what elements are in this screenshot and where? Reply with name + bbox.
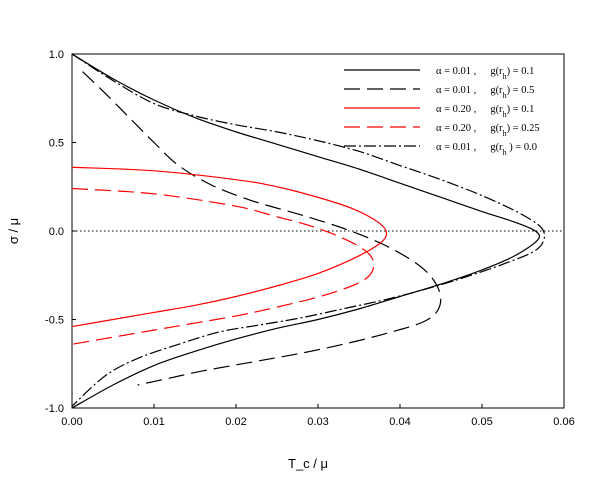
legend-label-part: g(r <box>490 142 503 153</box>
legend-label-part: h <box>503 72 507 81</box>
legend-label-part: α = 0.01 , <box>436 66 476 77</box>
y-tick-label: 0.5 <box>49 138 64 150</box>
legend-label-2: α = 0.01 , g(rh) = 0.5 <box>436 85 534 100</box>
legend-label-part: ) = 0.0 <box>507 142 537 153</box>
legend-label-part: h <box>503 129 507 138</box>
legend-label-3: α = 0.20 , g(rh) = 0.1 <box>436 104 534 119</box>
x-tick-label: 0.02 <box>225 416 246 428</box>
legend-label-part: h <box>503 91 507 100</box>
legend-label-part: α = 0.01 , <box>436 85 476 96</box>
y-tick-label: 1.0 <box>49 49 64 61</box>
legend-label-part: h <box>503 110 507 119</box>
x-tick-label: 0.04 <box>389 416 410 428</box>
legend-label-5: α = 0.01 , g(rh ) = 0.0 <box>436 142 537 157</box>
legend-label-part: g(r <box>490 66 503 77</box>
legend-label-part: ) = 0.25 <box>507 123 540 134</box>
legend-label-part: α = 0.20 , <box>436 123 476 134</box>
legend-label-part: g(r <box>490 123 503 134</box>
x-tick-label: 0.00 <box>61 416 82 428</box>
x-tick-label: 0.06 <box>553 416 574 428</box>
legend-label-part: ) = 0.5 <box>507 85 535 96</box>
series-line-3 <box>71 166 388 328</box>
series-line-2 <box>82 71 442 386</box>
series-line-1 <box>71 53 541 409</box>
x-axis-title: T_c / μ <box>288 456 328 471</box>
legend-label-part: α = 0.20 , <box>436 104 476 115</box>
x-axis: 0.00 0.01 0.02 0.03 0.04 0.05 0.06 <box>61 404 575 428</box>
legend-label-part: α = 0.01 , <box>436 142 476 153</box>
x-tick-label: 0.05 <box>471 416 492 428</box>
y-axis: 1.0 0.5 0.0 -0.5 -1.0 <box>45 49 76 415</box>
x-tick-label: 0.01 <box>143 416 164 428</box>
y-tick-label: 0.0 <box>49 226 64 238</box>
x-tick-label: 0.03 <box>307 416 328 428</box>
series-line-4 <box>71 187 375 345</box>
y-tick-label: -0.5 <box>45 315 64 327</box>
legend: α = 0.01 , g(rh) = 0.1α = 0.01 , g(rh) = 0… <box>344 66 540 157</box>
legend-label-part: g(r <box>490 104 503 115</box>
series-line-5 <box>71 53 546 407</box>
legend-label-part: ) = 0.1 <box>507 104 535 115</box>
legend-label-part: g(r <box>490 85 503 96</box>
y-tick-label: -1.0 <box>45 403 64 415</box>
y-axis-title: σ / μ <box>6 218 21 244</box>
legend-label-part: h <box>503 148 507 157</box>
series-layer <box>71 53 546 409</box>
legend-label-1: α = 0.01 , g(rh) = 0.1 <box>436 66 534 81</box>
legend-label-part: ) = 0.1 <box>507 66 535 77</box>
legend-label-4: α = 0.20 , g(rh) = 0.25 <box>436 123 540 138</box>
